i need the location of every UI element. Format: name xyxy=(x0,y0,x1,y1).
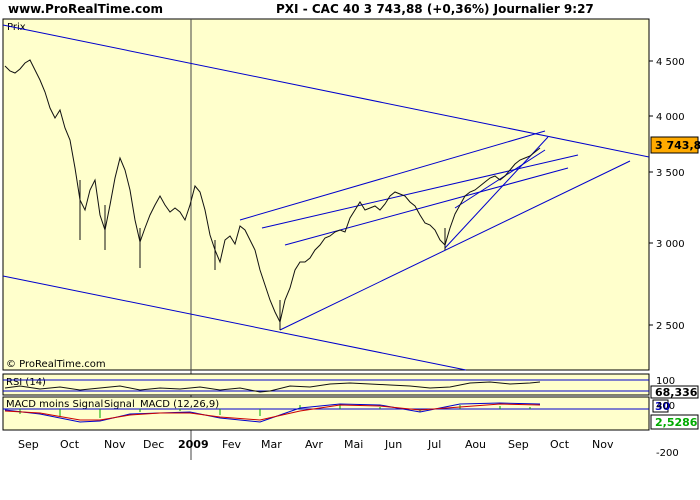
y-tick-label: 2 500 xyxy=(656,321,685,332)
x-axis: Sep Oct Nov Dec 2009 Fev Mar Avr Mai Jun… xyxy=(18,438,614,451)
rsi-label: RSI (14) xyxy=(6,377,46,388)
macd-histogram xyxy=(19,405,531,418)
y-tick-label: 3 000 xyxy=(656,239,685,250)
y-tick-label: 4 000 xyxy=(656,112,685,123)
x-tick-label: Jul xyxy=(427,438,441,451)
x-tick-label: Aou xyxy=(465,438,486,451)
macd-panel xyxy=(2,396,650,431)
rsi-level-badge xyxy=(652,399,669,413)
x-tick-label: Dec xyxy=(143,438,164,451)
trendline[interactable] xyxy=(239,130,546,221)
trendline[interactable] xyxy=(454,149,546,209)
macd-signal-line xyxy=(4,403,541,421)
trendline[interactable] xyxy=(284,167,569,246)
chart-header: www.ProRealTime.com PXI - CAC 40 3 743,8… xyxy=(0,0,700,18)
x-tick-label: Jun xyxy=(384,438,402,451)
macd-bottom-tick: -200 xyxy=(656,448,679,459)
rsi-top-tick: 100 xyxy=(656,376,675,387)
price-y-axis: 4 500 4 000 3 500 3 000 2 500 xyxy=(649,57,685,332)
rsi-level: 30 xyxy=(655,400,671,413)
last-price-value: 3 743,88 xyxy=(655,139,700,152)
x-tick-label: Nov xyxy=(104,438,126,451)
x-tick-label: Oct xyxy=(550,438,570,451)
macd-label-macd: MACD (12,26,9) xyxy=(140,399,219,410)
candle-ticks xyxy=(79,180,446,330)
macd-top-tick: 400 xyxy=(656,401,675,412)
macd-value: 2,5286 xyxy=(655,416,698,429)
macd-label-hist: MACD moins Signal xyxy=(6,399,103,410)
watermark: © ProRealTime.com xyxy=(6,359,106,370)
x-tick-label: Sep xyxy=(18,438,39,451)
macd-label-signal: Signal xyxy=(104,399,135,410)
x-tick-label: Nov xyxy=(592,438,614,451)
rsi-value-badge xyxy=(650,385,699,399)
price-series xyxy=(4,59,541,324)
last-price-badge: 3 743,88 xyxy=(650,136,700,154)
instrument-title: PXI - CAC 40 3 743,88 (+0,36%) Journalie… xyxy=(276,2,594,16)
trendline[interactable] xyxy=(279,160,631,331)
x-tick-label: Fev xyxy=(222,438,241,451)
x-tick-label: Mar xyxy=(261,438,282,451)
rsi-series xyxy=(4,381,541,393)
x-tick-label: Avr xyxy=(305,438,323,451)
x-tick-label: Mai xyxy=(344,438,363,451)
trendlines[interactable] xyxy=(2,24,650,371)
y-tick-label: 3 500 xyxy=(656,168,685,179)
trendline[interactable] xyxy=(261,154,579,229)
trendline[interactable] xyxy=(2,24,650,158)
x-tick-label: Oct xyxy=(60,438,80,451)
trendline[interactable] xyxy=(2,275,467,371)
site-name: www.ProRealTime.com xyxy=(8,2,163,16)
macd-value-badge xyxy=(650,414,699,430)
x-tick-label: Sep xyxy=(508,438,529,451)
y-tick-label: 4 500 xyxy=(656,57,685,68)
rsi-value: 68,336 xyxy=(655,386,698,399)
x-tick-label: 2009 xyxy=(178,438,209,451)
